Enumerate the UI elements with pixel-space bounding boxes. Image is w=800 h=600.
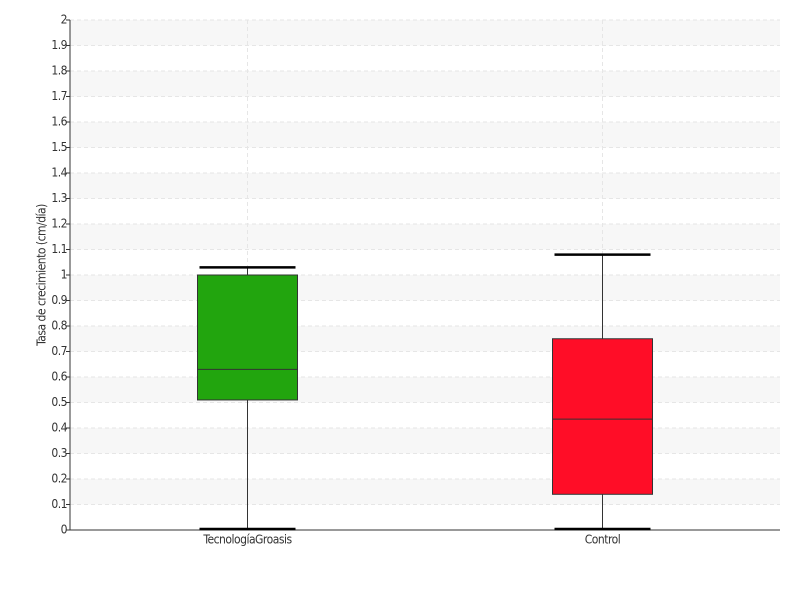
box [197, 274, 298, 401]
y-tick-label: 1 [61, 268, 67, 282]
grid-band [70, 275, 780, 301]
y-tick-label: 0.3 [51, 446, 67, 460]
y-tick-label: 0.4 [51, 421, 67, 435]
y-tick-label: 1.9 [51, 38, 67, 52]
y-tick-label: 0.8 [51, 319, 67, 333]
y-tick-label: 0.1 [51, 497, 67, 511]
grid-band [70, 428, 780, 454]
y-tick-label: 2 [61, 13, 67, 27]
y-tick-label: 1.6 [51, 115, 67, 129]
grid-band [70, 173, 780, 199]
grid-band [70, 479, 780, 505]
grid-band [70, 326, 780, 352]
y-axis-label: Tasa de crecimiento (cm/día) [35, 204, 49, 347]
box [552, 338, 653, 495]
y-tick-label: 1.5 [51, 140, 67, 154]
y-tick-label: 1.4 [51, 166, 67, 180]
y-tick-label: 0.9 [51, 293, 67, 307]
y-tick-label: 1.7 [51, 89, 67, 103]
y-tick-label: 1.8 [51, 64, 67, 78]
grid-band [70, 122, 780, 148]
grid-band [70, 377, 780, 403]
grid-band [70, 20, 780, 46]
x-tick-label: Control [585, 533, 621, 547]
y-tick-label: 0 [61, 523, 68, 537]
y-tick-label: 0.6 [51, 370, 67, 384]
y-tick-label: 1.2 [51, 217, 67, 231]
grid-band [70, 224, 780, 250]
y-tick-label: 0.5 [51, 395, 67, 409]
y-tick-label: 1.3 [51, 191, 67, 205]
grid-band [70, 71, 780, 97]
x-tick-label: TecnologíaGroasis [202, 533, 292, 547]
y-tick-label: 0.2 [51, 472, 67, 486]
y-tick-label: 0.7 [51, 344, 67, 358]
y-tick-label: 1.1 [51, 242, 67, 256]
